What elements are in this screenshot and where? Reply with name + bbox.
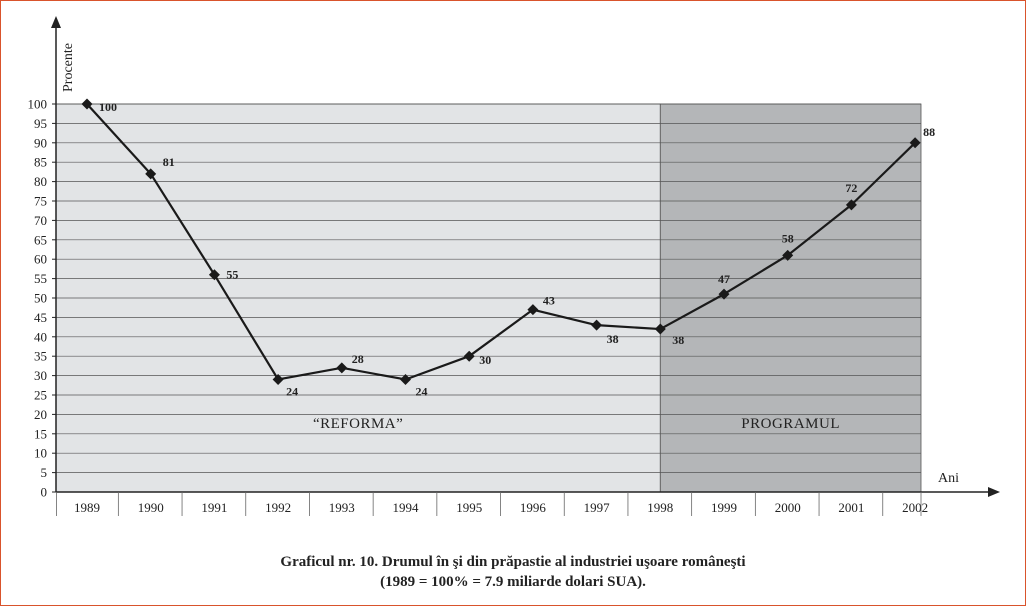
data-point	[81, 98, 93, 110]
x-tick-label: 1993	[329, 500, 355, 515]
y-tick-label: 0	[41, 485, 48, 500]
y-axis-label: Procente	[61, 43, 76, 92]
data-label: 24	[416, 384, 428, 398]
data-label: 28	[352, 352, 364, 366]
x-tick-label: 2002	[902, 500, 928, 515]
data-point	[400, 373, 411, 385]
region-label: PROGRAMUL	[741, 416, 840, 432]
x-tick-label: 1990	[138, 500, 164, 515]
x-axis-arrow	[988, 487, 1000, 497]
data-label: 38	[607, 332, 619, 346]
data-point	[272, 373, 284, 385]
y-tick-label: 20	[34, 407, 47, 422]
y-tick-label: 25	[34, 388, 47, 403]
x-tick-label: 1999	[711, 500, 737, 515]
data-label: 88	[923, 125, 935, 139]
x-tick-label: 1989	[74, 500, 100, 515]
y-tick-label: 5	[41, 465, 48, 480]
data-label: 38	[672, 333, 684, 347]
chart-subtitle: (1989 = 100% = 7.9 miliarde dolari SUA).	[380, 574, 646, 590]
x-axis-label: Ani	[938, 471, 959, 486]
data-point	[145, 168, 157, 180]
y-tick-label: 85	[34, 155, 47, 170]
data-point	[782, 249, 794, 261]
data-label: 47	[718, 272, 730, 286]
y-tick-label: 55	[34, 271, 47, 286]
x-tick-label: 1992	[265, 500, 291, 515]
y-tick-label: 90	[34, 135, 47, 150]
region-label: “REFORMA”	[313, 416, 403, 432]
y-tick-label: 70	[34, 213, 47, 228]
y-tick-label: 30	[34, 368, 47, 383]
y-tick-label: 75	[34, 194, 47, 209]
x-tick-label: 1998	[647, 500, 673, 515]
y-tick-label: 45	[34, 310, 47, 325]
x-tick-label: 1994	[393, 500, 420, 515]
data-point	[591, 319, 603, 331]
x-tick-label: 2000	[775, 500, 801, 515]
data-label: 24	[286, 384, 298, 398]
y-tick-label: 65	[34, 232, 47, 247]
data-label: 100	[99, 100, 117, 114]
data-point	[718, 288, 730, 300]
y-axis-arrow	[51, 16, 61, 28]
x-tick-label: 1991	[201, 500, 227, 515]
data-point	[654, 323, 666, 335]
data-point	[463, 350, 475, 362]
y-tick-label: 35	[34, 349, 47, 364]
x-tick-label: 1996	[520, 500, 547, 515]
data-point	[208, 269, 220, 281]
y-tick-label: 10	[34, 446, 47, 461]
series-line	[86, 103, 916, 381]
y-tick-label: 80	[34, 174, 47, 189]
data-point	[336, 362, 348, 374]
x-tick-label: 1995	[456, 500, 482, 515]
data-point	[845, 199, 857, 211]
y-tick-label: 15	[34, 426, 47, 441]
y-tick-label: 50	[34, 291, 47, 306]
data-label: 55	[226, 268, 238, 282]
y-tick-label: 40	[34, 329, 47, 344]
data-label: 58	[782, 231, 794, 245]
x-tick-label: 1997	[584, 500, 611, 515]
data-point	[909, 137, 921, 149]
y-tick-label: 95	[34, 116, 47, 131]
chart-title: Graficul nr. 10. Drumul în şi din prăpas…	[280, 554, 746, 570]
x-tick-label: 2001	[838, 500, 864, 515]
data-label: 72	[845, 181, 857, 195]
y-tick-label: 100	[28, 97, 48, 112]
data-label: 30	[479, 353, 491, 367]
data-label: 43	[543, 294, 555, 308]
data-point	[527, 304, 539, 316]
data-label: 81	[163, 155, 175, 169]
y-tick-label: 60	[34, 252, 47, 267]
